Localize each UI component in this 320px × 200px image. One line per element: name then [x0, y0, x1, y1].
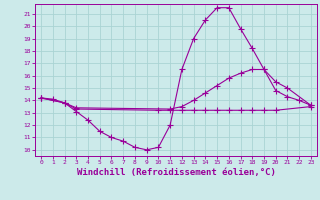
- X-axis label: Windchill (Refroidissement éolien,°C): Windchill (Refroidissement éolien,°C): [76, 168, 276, 177]
